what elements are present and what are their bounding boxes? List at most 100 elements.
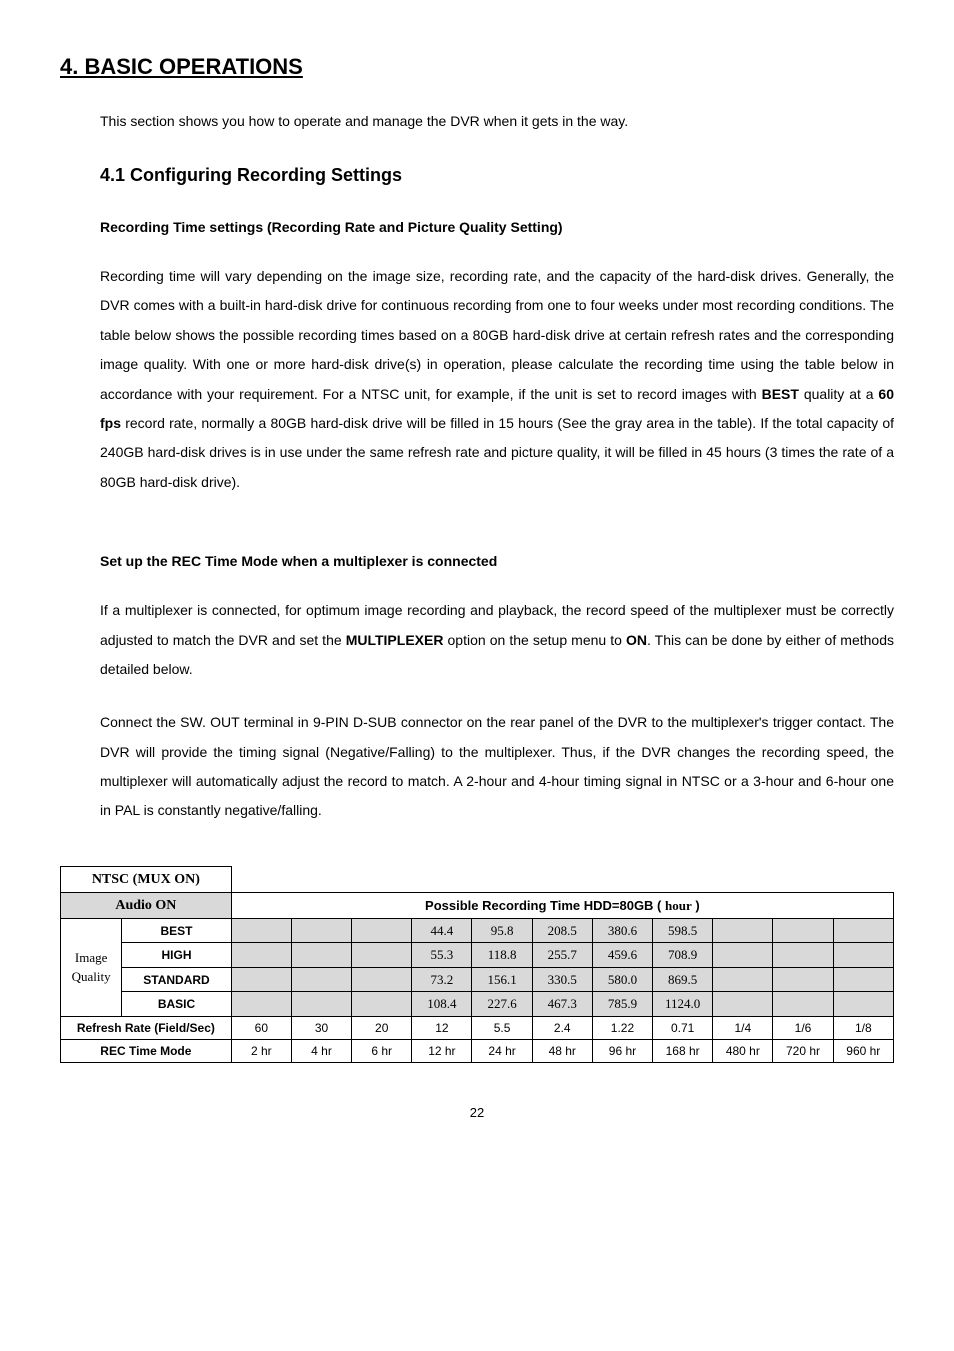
table-row: BASIC 108.4 227.6 467.3 785.9 1124.0 <box>61 992 894 1017</box>
cell: 96 hr <box>592 1039 652 1062</box>
cell: 2 hr <box>231 1039 291 1062</box>
para1-best: BEST <box>762 386 799 402</box>
recording-time-table: NTSC (MUX ON) Audio ON Possible Recordin… <box>60 866 894 1063</box>
cell <box>352 992 412 1017</box>
cell: 785.9 <box>592 992 652 1017</box>
paragraph-3: Connect the SW. OUT terminal in 9-PIN D-… <box>100 708 894 826</box>
cell: 168 hr <box>653 1039 713 1062</box>
subhead-1: Recording Time settings (Recording Rate … <box>100 217 894 238</box>
cell <box>713 992 773 1017</box>
cell <box>231 918 291 943</box>
cell: 1124.0 <box>653 992 713 1017</box>
table-row: HIGH 55.3 118.8 255.7 459.6 708.9 <box>61 943 894 968</box>
possible-recording-header: Possible Recording Time HDD=80GB ( hour … <box>231 892 893 918</box>
cell: 12 <box>412 1016 472 1039</box>
image-quality-label: ImageQuality <box>61 918 122 1016</box>
cell: 95.8 <box>472 918 532 943</box>
cell <box>352 918 412 943</box>
cell <box>713 918 773 943</box>
basic-label: BASIC <box>122 992 231 1017</box>
cell: 227.6 <box>472 992 532 1017</box>
para1-a: Recording time will vary depending on th… <box>100 268 894 402</box>
cell: 580.0 <box>592 967 652 992</box>
cell: 118.8 <box>472 943 532 968</box>
cell: 44.4 <box>412 918 472 943</box>
cell: 330.5 <box>532 967 592 992</box>
subhead-2: Set up the REC Time Mode when a multiple… <box>100 551 894 572</box>
para2-mult: MULTIPLEXER <box>346 632 444 648</box>
best-label: BEST <box>122 918 231 943</box>
cell: 108.4 <box>412 992 472 1017</box>
page-number: 22 <box>60 1103 894 1123</box>
table-row: Audio ON Possible Recording Time HDD=80G… <box>61 892 894 918</box>
cell: 598.5 <box>653 918 713 943</box>
cell: 380.6 <box>592 918 652 943</box>
cell <box>713 967 773 992</box>
cell <box>352 967 412 992</box>
cell: 156.1 <box>472 967 532 992</box>
table-row: REC Time Mode 2 hr 4 hr 6 hr 12 hr 24 hr… <box>61 1039 894 1062</box>
table-row: ImageQuality BEST 44.4 95.8 208.5 380.6 … <box>61 918 894 943</box>
cell: 1.22 <box>592 1016 652 1039</box>
cell: 20 <box>352 1016 412 1039</box>
cell: 459.6 <box>592 943 652 968</box>
audio-on-header: Audio ON <box>61 892 232 918</box>
para1-c: record rate, normally a 80GB hard-disk d… <box>100 415 894 490</box>
cell <box>773 967 833 992</box>
cell: 255.7 <box>532 943 592 968</box>
rec-time-mode-label: REC Time Mode <box>61 1039 232 1062</box>
cell: 73.2 <box>412 967 472 992</box>
cell <box>773 992 833 1017</box>
cell: 30 <box>291 1016 351 1039</box>
refresh-rate-label: Refresh Rate (Field/Sec) <box>61 1016 232 1039</box>
standard-label: STANDARD <box>122 967 231 992</box>
cell: 1/8 <box>833 1016 893 1039</box>
para2-b: option on the setup menu to <box>443 632 626 648</box>
high-label: HIGH <box>122 943 231 968</box>
cell: 708.9 <box>653 943 713 968</box>
cell <box>833 943 893 968</box>
cell <box>773 918 833 943</box>
cell <box>231 992 291 1017</box>
cell <box>231 943 291 968</box>
cell: 55.3 <box>412 943 472 968</box>
ntsc-header: NTSC (MUX ON) <box>61 866 232 892</box>
cell: 1/6 <box>773 1016 833 1039</box>
cell: 960 hr <box>833 1039 893 1062</box>
cell: 12 hr <box>412 1039 472 1062</box>
subsection-title: 4.1 Configuring Recording Settings <box>100 162 894 189</box>
cell: 208.5 <box>532 918 592 943</box>
cell <box>291 943 351 968</box>
section-title: 4. BASIC OPERATIONS <box>60 50 894 83</box>
cell: 48 hr <box>532 1039 592 1062</box>
cell <box>291 918 351 943</box>
empty-cell <box>231 866 893 892</box>
intro-text: This section shows you how to operate an… <box>100 111 894 132</box>
cell: 1/4 <box>713 1016 773 1039</box>
cell <box>773 943 833 968</box>
cell <box>231 967 291 992</box>
cell: 24 hr <box>472 1039 532 1062</box>
cell: 467.3 <box>532 992 592 1017</box>
paragraph-2: If a multiplexer is connected, for optim… <box>100 596 894 684</box>
cell: 869.5 <box>653 967 713 992</box>
para2-on: ON <box>626 632 647 648</box>
cell: 6 hr <box>352 1039 412 1062</box>
table-row: NTSC (MUX ON) <box>61 866 894 892</box>
cell: 60 <box>231 1016 291 1039</box>
table-row: Refresh Rate (Field/Sec) 60 30 20 12 5.5… <box>61 1016 894 1039</box>
cell: 720 hr <box>773 1039 833 1062</box>
cell <box>352 943 412 968</box>
cell: 0.71 <box>653 1016 713 1039</box>
cell <box>713 943 773 968</box>
table-row: STANDARD 73.2 156.1 330.5 580.0 869.5 <box>61 967 894 992</box>
cell: 2.4 <box>532 1016 592 1039</box>
cell <box>833 967 893 992</box>
cell <box>291 992 351 1017</box>
paragraph-1: Recording time will vary depending on th… <box>100 262 894 497</box>
cell: 4 hr <box>291 1039 351 1062</box>
cell <box>291 967 351 992</box>
cell <box>833 992 893 1017</box>
para1-b: quality at a <box>799 386 878 402</box>
cell <box>833 918 893 943</box>
